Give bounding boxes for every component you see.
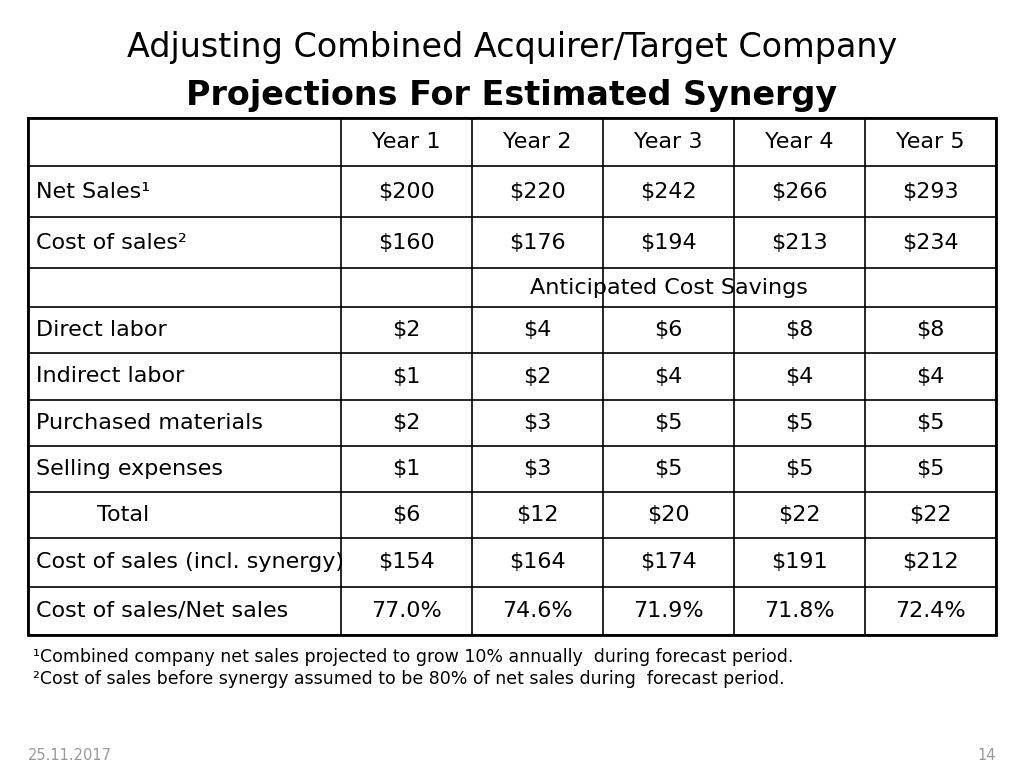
- Text: $5: $5: [654, 412, 683, 432]
- Text: Projections For Estimated Synergy: Projections For Estimated Synergy: [186, 78, 838, 111]
- Text: $154: $154: [378, 552, 435, 572]
- Text: $1: $1: [392, 366, 421, 386]
- Text: Year 1: Year 1: [373, 132, 441, 152]
- Text: $5: $5: [654, 458, 683, 478]
- Text: $160: $160: [378, 233, 435, 253]
- Text: $191: $191: [771, 552, 827, 572]
- Text: $212: $212: [902, 552, 958, 572]
- Text: $5: $5: [785, 412, 814, 432]
- Text: Year 5: Year 5: [896, 132, 965, 152]
- Text: 25.11.2017: 25.11.2017: [28, 749, 112, 763]
- Text: Year 4: Year 4: [765, 132, 834, 152]
- Text: ²Cost of sales before synergy assumed to be 80% of net sales during  forecast pe: ²Cost of sales before synergy assumed to…: [33, 670, 784, 688]
- Text: $20: $20: [647, 505, 690, 525]
- Text: $242: $242: [640, 182, 697, 202]
- Text: 77.0%: 77.0%: [372, 601, 442, 621]
- Text: 71.9%: 71.9%: [633, 601, 703, 621]
- Text: $220: $220: [509, 182, 566, 202]
- Text: Adjusting Combined Acquirer/Target Company: Adjusting Combined Acquirer/Target Compa…: [127, 31, 897, 64]
- Text: $200: $200: [378, 182, 435, 202]
- Text: $8: $8: [785, 320, 814, 340]
- Text: $4: $4: [523, 320, 552, 340]
- Text: $5: $5: [785, 458, 814, 478]
- Text: $4: $4: [785, 366, 814, 386]
- Text: $174: $174: [640, 552, 697, 572]
- Text: Cost of sales (incl. synergy): Cost of sales (incl. synergy): [36, 552, 344, 572]
- Text: $5: $5: [916, 458, 945, 478]
- Text: $2: $2: [392, 412, 421, 432]
- Text: ¹Combined company net sales projected to grow 10% annually  during forecast peri: ¹Combined company net sales projected to…: [33, 648, 794, 666]
- Text: $1: $1: [392, 458, 421, 478]
- Text: $6: $6: [654, 320, 683, 340]
- Text: Total: Total: [97, 505, 150, 525]
- Text: $176: $176: [509, 233, 566, 253]
- Text: $213: $213: [771, 233, 827, 253]
- Text: $2: $2: [392, 320, 421, 340]
- Text: $22: $22: [909, 505, 951, 525]
- Text: Anticipated Cost Savings: Anticipated Cost Savings: [529, 278, 808, 298]
- Text: Purchased materials: Purchased materials: [36, 412, 263, 432]
- Text: 74.6%: 74.6%: [503, 601, 572, 621]
- Text: $3: $3: [523, 412, 552, 432]
- Text: Year 3: Year 3: [634, 132, 702, 152]
- Text: $266: $266: [771, 182, 827, 202]
- Text: $3: $3: [523, 458, 552, 478]
- Bar: [28, 118, 996, 635]
- Text: Cost of sales/Net sales: Cost of sales/Net sales: [36, 601, 288, 621]
- Text: Direct labor: Direct labor: [36, 320, 167, 340]
- Text: Cost of sales²: Cost of sales²: [36, 233, 186, 253]
- Text: $293: $293: [902, 182, 958, 202]
- Text: $22: $22: [778, 505, 821, 525]
- Text: $12: $12: [516, 505, 559, 525]
- Text: Selling expenses: Selling expenses: [36, 458, 223, 478]
- Text: $5: $5: [916, 412, 945, 432]
- Text: $2: $2: [523, 366, 552, 386]
- Text: 71.8%: 71.8%: [764, 601, 835, 621]
- Text: $8: $8: [916, 320, 945, 340]
- Text: Year 2: Year 2: [504, 132, 571, 152]
- Text: $164: $164: [509, 552, 566, 572]
- Text: 14: 14: [978, 749, 996, 763]
- Text: Indirect labor: Indirect labor: [36, 366, 184, 386]
- Text: $4: $4: [654, 366, 683, 386]
- Text: $4: $4: [916, 366, 945, 386]
- Text: $194: $194: [640, 233, 697, 253]
- Text: Net Sales¹: Net Sales¹: [36, 182, 151, 202]
- Text: $6: $6: [392, 505, 421, 525]
- Text: 72.4%: 72.4%: [895, 601, 966, 621]
- Text: $234: $234: [902, 233, 958, 253]
